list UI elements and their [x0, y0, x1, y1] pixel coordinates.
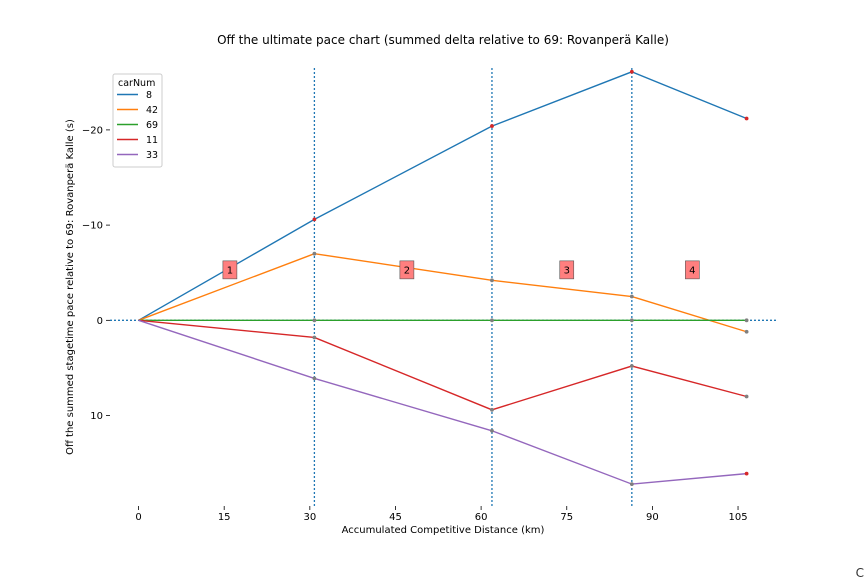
stage-label-box-1 [222, 260, 238, 280]
x-tick-label-0: 0 [135, 512, 141, 523]
marker-11-2 [490, 407, 494, 412]
legend-label-8: 8 [146, 90, 152, 101]
legend-items: 8 42 69 11 33 [117, 90, 158, 161]
x-tick-label-30: 30 [303, 512, 316, 523]
stage-boundaries [313, 68, 633, 506]
y-tick-label-0: 0 [97, 316, 103, 327]
legend-label-33: 33 [146, 150, 158, 161]
marker-42-1 [312, 251, 317, 256]
x-tick-label-90: 90 [646, 512, 659, 523]
marker-42-2 [490, 278, 494, 283]
legend-label-11: 11 [146, 135, 158, 146]
x-axis-title: Accumulated Competitive Distance (km) [342, 525, 545, 536]
y-tick-label--10: −10 [82, 221, 103, 232]
y-tick-label--20: −20 [82, 125, 103, 136]
marker-42-3 [629, 294, 634, 299]
stage-label-4: 4 [689, 265, 695, 276]
y-tick-label-10: 10 [90, 411, 103, 422]
legend-box [112, 73, 163, 168]
marker-33-2 [490, 428, 494, 433]
marker-11-1 [312, 335, 317, 340]
stage-label-3: 3 [564, 265, 570, 276]
legend-label-69: 69 [146, 120, 158, 131]
stage-label-box-3 [559, 260, 575, 280]
series-line-8 [138, 71, 747, 321]
marker-8-2 [490, 124, 494, 128]
marker-69-2 [490, 318, 494, 323]
y-axis-title: Off the summed stagetime pace relative t… [65, 119, 76, 455]
legend: carNum 8 42 69 11 33 [112, 73, 163, 168]
x-tick-label-45: 45 [389, 512, 402, 523]
series-markers [312, 69, 749, 486]
legend-label-42: 42 [146, 105, 158, 116]
marker-8-3 [629, 69, 634, 74]
marker-33-1 [312, 376, 317, 381]
x-tick-label-15: 15 [218, 512, 231, 523]
stage-label-1: 1 [227, 265, 233, 276]
marker-8-4 [744, 116, 749, 121]
marker-69-3 [629, 318, 634, 323]
marker-8-1 [312, 217, 317, 222]
corner-text: C [855, 566, 864, 580]
stage-label-box-2 [399, 260, 415, 280]
x-tick-label-75: 75 [560, 512, 573, 523]
marker-11-3 [629, 364, 634, 368]
marker-42-4 [744, 329, 749, 334]
legend-title: carNum [118, 78, 155, 89]
x-tick-label-105: 105 [728, 512, 747, 523]
stage-labels: 1 2 3 4 [222, 260, 700, 280]
x-tick-label-60: 60 [475, 512, 488, 523]
chart-title: Off the ultimate pace chart (summed delt… [217, 33, 669, 47]
stage-label-box-4 [685, 260, 700, 280]
marker-33-4 [744, 471, 749, 476]
marker-69-4 [744, 318, 749, 323]
stage-label-2: 2 [404, 265, 410, 276]
axes: 0 15 30 45 60 75 90 105 −20 −10 0 10 [82, 125, 748, 523]
series-line-11 [138, 319, 747, 411]
marker-11-4 [744, 394, 749, 399]
marker-33-3 [629, 482, 634, 486]
marker-69-1 [312, 318, 317, 323]
series-line-33 [138, 319, 747, 485]
